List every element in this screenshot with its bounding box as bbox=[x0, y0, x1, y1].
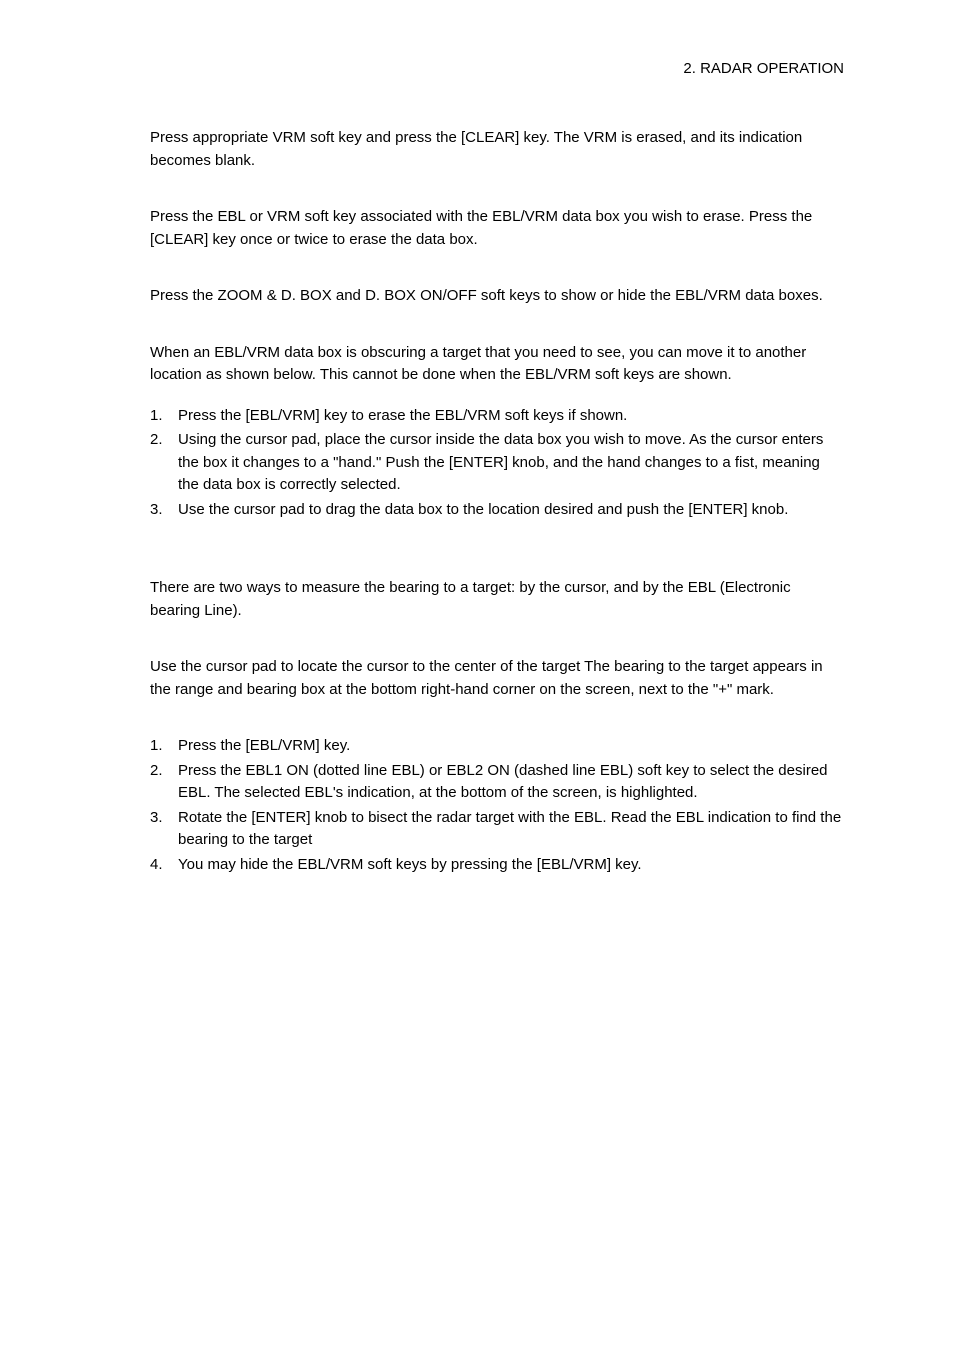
list-item: 1. Press the [EBL/VRM] key. bbox=[150, 735, 844, 758]
paragraph-bearing-intro: There are two ways to measure the bearin… bbox=[150, 577, 844, 622]
list-item: 3. Use the cursor pad to drag the data b… bbox=[150, 499, 844, 522]
paragraph-vrm-clear: Press appropriate VRM soft key and press… bbox=[150, 127, 844, 172]
list-item: 3. Rotate the [ENTER] knob to bisect the… bbox=[150, 807, 844, 852]
paragraph-zoom-dbox: Press the ZOOM & D. BOX and D. BOX ON/OF… bbox=[150, 285, 844, 308]
list-number: 2. bbox=[150, 429, 178, 497]
paragraph-obscuring: When an EBL/VRM data box is obscuring a … bbox=[150, 342, 844, 387]
list-text: Press the [EBL/VRM] key. bbox=[178, 735, 844, 758]
numbered-list-move-box: 1. Press the [EBL/VRM] key to erase the … bbox=[150, 405, 844, 522]
list-text: Using the cursor pad, place the cursor i… bbox=[178, 429, 844, 497]
list-text: Press the EBL1 ON (dotted line EBL) or E… bbox=[178, 760, 844, 805]
list-text: Press the [EBL/VRM] key to erase the EBL… bbox=[178, 405, 844, 428]
page-header: 2. RADAR OPERATION bbox=[150, 60, 844, 77]
list-number: 1. bbox=[150, 735, 178, 758]
list-item: 1. Press the [EBL/VRM] key to erase the … bbox=[150, 405, 844, 428]
list-item: 4. You may hide the EBL/VRM soft keys by… bbox=[150, 854, 844, 877]
list-text: You may hide the EBL/VRM soft keys by pr… bbox=[178, 854, 844, 877]
numbered-list-ebl-bearing: 1. Press the [EBL/VRM] key. 2. Press the… bbox=[150, 735, 844, 876]
list-number: 2. bbox=[150, 760, 178, 805]
list-item: 2. Press the EBL1 ON (dotted line EBL) o… bbox=[150, 760, 844, 805]
list-item: 2. Using the cursor pad, place the curso… bbox=[150, 429, 844, 497]
list-text: Use the cursor pad to drag the data box … bbox=[178, 499, 844, 522]
header-text: 2. RADAR OPERATION bbox=[683, 60, 844, 77]
list-number: 1. bbox=[150, 405, 178, 428]
list-number: 3. bbox=[150, 807, 178, 852]
document-page: 2. RADAR OPERATION Press appropriate VRM… bbox=[0, 0, 954, 976]
paragraph-cursor-bearing: Use the cursor pad to locate the cursor … bbox=[150, 656, 844, 701]
list-number: 3. bbox=[150, 499, 178, 522]
list-number: 4. bbox=[150, 854, 178, 877]
list-text: Rotate the [ENTER] knob to bisect the ra… bbox=[178, 807, 844, 852]
paragraph-ebl-vrm-erase: Press the EBL or VRM soft key associated… bbox=[150, 206, 844, 251]
